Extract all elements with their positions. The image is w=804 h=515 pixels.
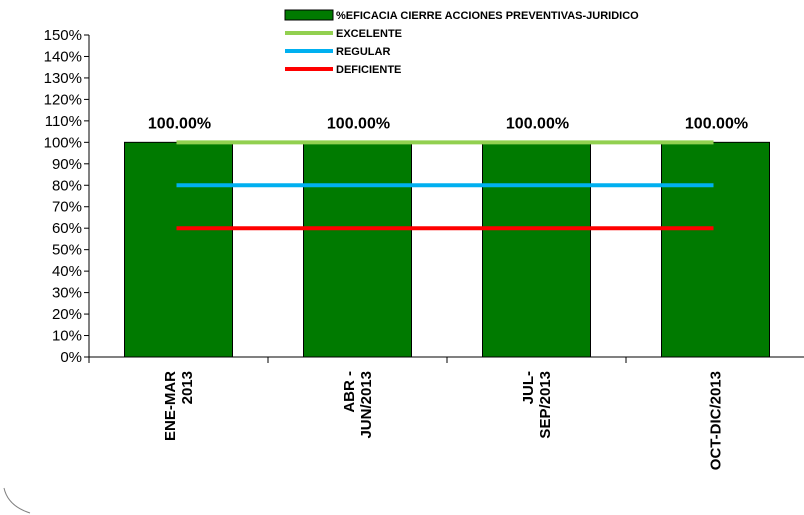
- y-tick-label: 120%: [44, 91, 82, 108]
- legend-item: EXCELENTE: [285, 28, 402, 40]
- legend-swatch: [284, 9, 334, 21]
- y-tick-label: 130%: [44, 70, 82, 87]
- reference-lines: [176, 140, 714, 231]
- x-category-label-line: ABR -: [341, 371, 358, 413]
- y-tick-label: 90%: [52, 156, 82, 173]
- legend: %EFICACIA CIERRE ACCIONES PREVENTIVAS-JU…: [284, 9, 639, 76]
- data-label: 100.00%: [506, 115, 569, 132]
- legend-label: %EFICACIA CIERRE ACCIONES PREVENTIVAS-JU…: [336, 10, 639, 22]
- bars: [124, 141, 770, 358]
- x-category-label-line: JUN/2013: [358, 371, 375, 439]
- legend-label: DEFICIENTE: [336, 64, 401, 76]
- data-label: 100.00%: [685, 115, 748, 132]
- x-category-label: JUL- SEP/2013: [520, 371, 554, 439]
- x-category-label-line: 2013: [179, 371, 196, 404]
- y-tick-label: 60%: [52, 220, 82, 237]
- y-tick-label: 30%: [52, 285, 82, 302]
- bar-3: [482, 141, 591, 358]
- x-category-label-line: ENE-MAR: [162, 371, 179, 441]
- axes: [88, 35, 804, 363]
- x-category-label: ABR - JUN/2013: [341, 371, 375, 439]
- y-tick-label: 50%: [52, 242, 82, 259]
- y-tick-label: 40%: [52, 263, 82, 280]
- y-tick-label: 100%: [44, 134, 82, 151]
- y-axis-ticks: 0% 10% 20% 30% 40% 50% 60% 70% 80% 90% 100% 110% 120…: [44, 27, 89, 366]
- y-tick-label: 140%: [44, 48, 82, 65]
- x-category-label-line: JUL-: [520, 371, 537, 404]
- y-tick-label: 70%: [52, 199, 82, 216]
- legend-item: DEFICIENTE: [285, 64, 401, 76]
- x-category-label: ENE-MAR 2013: [162, 371, 196, 441]
- y-tick-label: 0%: [60, 349, 82, 366]
- y-tick-label: 20%: [52, 306, 82, 323]
- legend-label: EXCELENTE: [336, 28, 402, 40]
- y-tick-label: 10%: [52, 328, 82, 345]
- x-category-label-line: SEP/2013: [537, 371, 554, 439]
- data-labels: 100.00% 100.00% 100.00% 100.00%: [148, 115, 748, 132]
- y-tick-label: 150%: [44, 27, 82, 44]
- x-category-label: OCT-DIC/2013: [708, 371, 725, 470]
- x-axis-labels: ENE-MAR 2013 ABR - JUN/2013 JUL- SEP/2013 OCT-…: [162, 371, 725, 470]
- legend-item: %EFICACIA CIERRE ACCIONES PREVENTIVAS-JU…: [284, 9, 639, 22]
- y-tick-label: 80%: [52, 177, 82, 194]
- bar-4: [661, 141, 770, 358]
- legend-item: REGULAR: [285, 46, 390, 58]
- bar-1: [124, 141, 233, 358]
- data-label: 100.00%: [327, 115, 390, 132]
- chart-border: [3, 487, 31, 514]
- data-label: 100.00%: [148, 115, 211, 132]
- bar-2: [303, 141, 412, 358]
- y-tick-label: 110%: [45, 113, 82, 130]
- x-category-label-line: OCT-DIC/2013: [708, 371, 725, 470]
- legend-label: REGULAR: [336, 46, 390, 58]
